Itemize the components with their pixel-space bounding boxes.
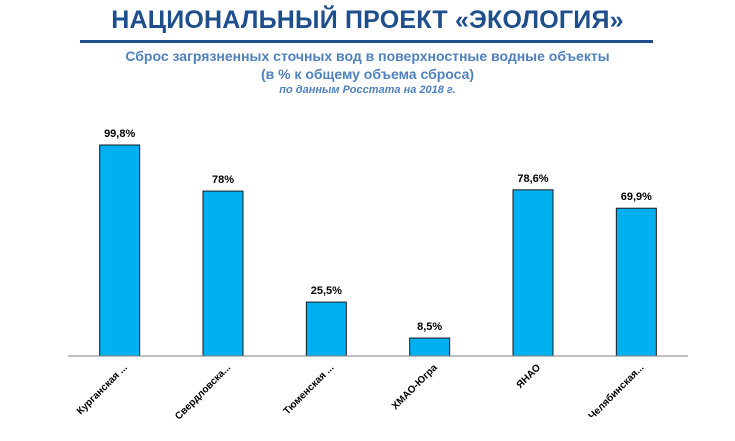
x-tick-label: Тюменская ... (282, 362, 337, 417)
bar (202, 190, 244, 357)
data-labels: 99,8% 78% 25,5% 8,5% 78,6% 69,9% (104, 128, 652, 333)
bar-value-label: 25,5% (311, 285, 342, 297)
chart-subtitle-line-1: Сброс загрязненных сточных вод в поверхн… (125, 48, 610, 64)
bar-value-label: 78% (212, 174, 234, 186)
bar-value-label: 78,6% (517, 173, 548, 185)
bar-value-label: 99,8% (104, 128, 135, 140)
x-tick-label: Челябинская... (586, 361, 647, 422)
source-note: по данным Росстата на 2018 г. (279, 84, 456, 96)
bar-series (99, 144, 657, 357)
x-axis-tick-labels: Курганская ... Свердловска... Тюменская ..… (75, 361, 647, 422)
x-tick-label: Курганская ... (75, 362, 130, 417)
bar (409, 337, 451, 357)
x-tick-label: ЯНАО (515, 362, 544, 391)
title-divider (80, 40, 653, 43)
bar-value-label: 8,5% (417, 321, 442, 333)
bar-value-label: 69,9% (621, 191, 652, 203)
bar (512, 189, 554, 357)
bar (615, 207, 657, 357)
x-tick-label: ХМАО-Югра (390, 362, 440, 412)
chart-subtitle-line-2: (в % к общему объема сброса) (260, 66, 475, 82)
x-tick-label: Свердловска... (173, 362, 233, 422)
page-title: НАЦИОНАЛЬНЫЙ ПРОЕКТ «ЭКОЛОГИЯ» (111, 6, 624, 34)
bar (99, 144, 141, 357)
bar (305, 301, 347, 357)
